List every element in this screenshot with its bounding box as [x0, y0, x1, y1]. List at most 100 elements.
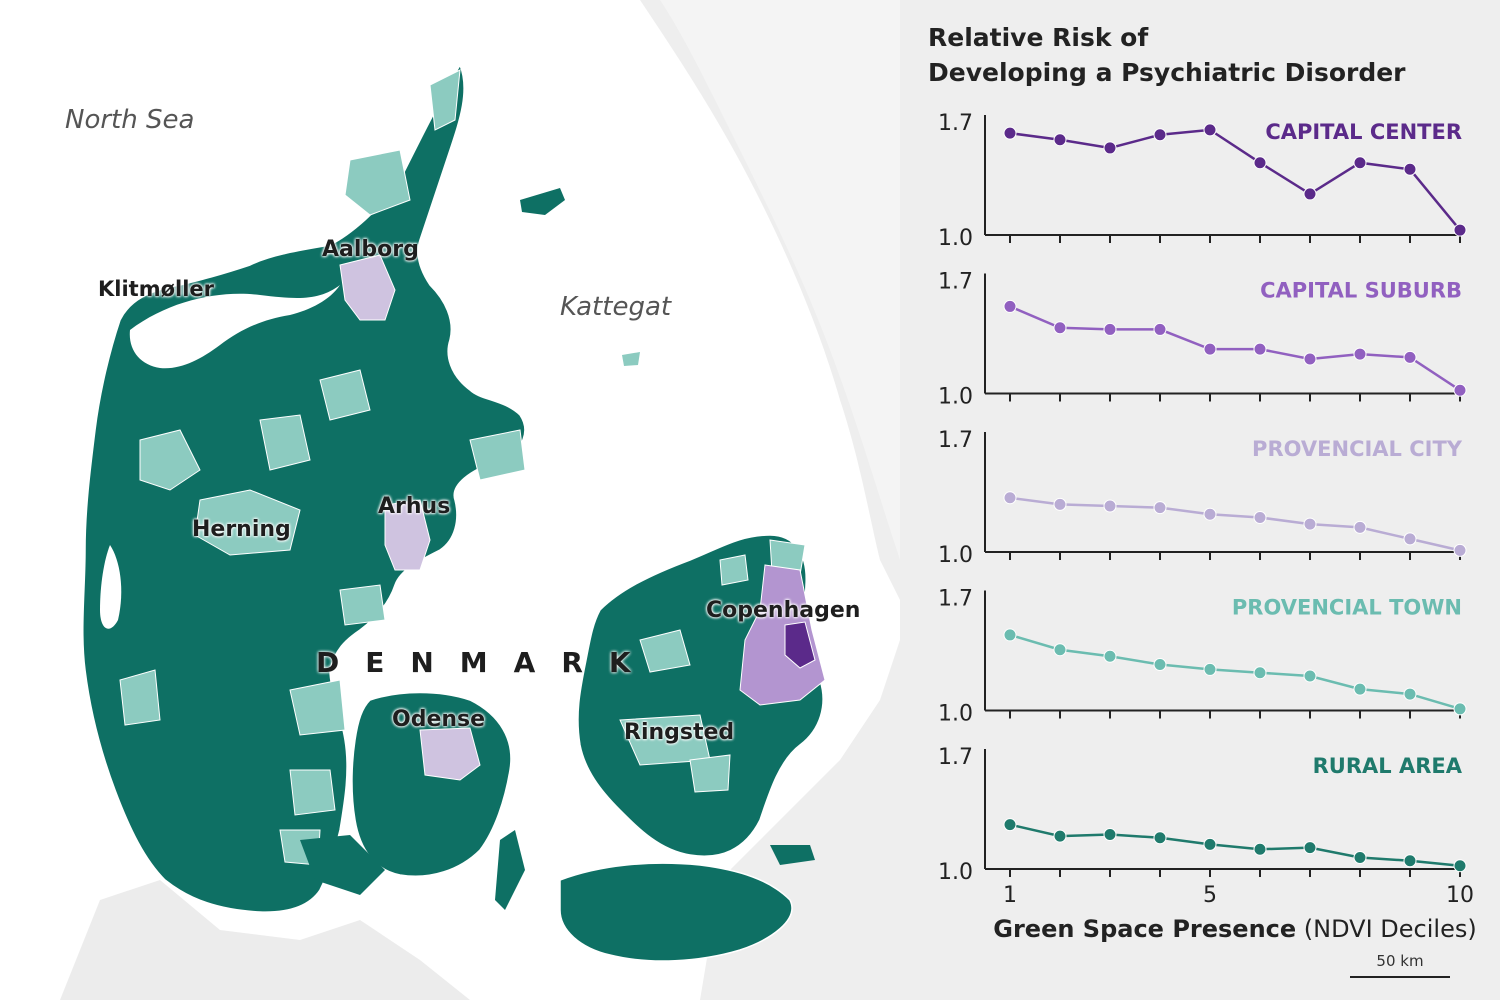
y-tick-label-bottom: 1.0 — [938, 226, 973, 251]
series-line — [1009, 128, 1461, 231]
data-point — [1203, 342, 1217, 356]
data-point — [1303, 517, 1317, 531]
odense-city — [419, 727, 481, 781]
data-point — [1203, 507, 1217, 521]
y-tick-label-top: 1.7 — [938, 587, 973, 612]
place-label-herning: Herning — [192, 517, 291, 542]
chart-title: Relative Risk of Developing a Psychiatri… — [928, 20, 1406, 90]
ringkobing-fjord — [100, 545, 122, 629]
capital-center-area — [784, 621, 816, 669]
data-point — [1003, 628, 1017, 642]
place-label-copenhagen: Copenhagen — [706, 598, 861, 623]
data-point — [1053, 643, 1067, 657]
data-point — [1303, 187, 1317, 201]
series-label: PROVENCIAL CITY — [1252, 437, 1463, 461]
data-point — [1303, 352, 1317, 366]
mon-island — [770, 845, 815, 865]
data-point — [1353, 851, 1367, 864]
x-axis-label-bold: Green Space Presence — [993, 915, 1296, 943]
data-point — [1153, 501, 1167, 515]
series-label: CAPITAL CENTER — [1265, 120, 1462, 144]
data-point — [1403, 350, 1417, 364]
data-point — [1103, 322, 1117, 336]
data-point — [1103, 499, 1117, 513]
data-point — [1153, 658, 1167, 671]
panel-2: 1.7 1.0 PROVENCIAL CITY — [938, 428, 1467, 568]
x-tick-label: 10 — [1446, 883, 1474, 908]
data-point — [1003, 299, 1017, 313]
data-point — [1353, 682, 1367, 696]
data-point — [1053, 829, 1067, 843]
data-point — [1103, 141, 1117, 155]
data-point — [1203, 662, 1217, 676]
y-tick-label-bottom: 1.0 — [938, 702, 973, 727]
data-point — [1453, 859, 1467, 873]
x-axis-label: Green Space Presence (NDVI Deciles) — [993, 915, 1476, 943]
scale-bar: 50 km — [1350, 952, 1450, 980]
data-point — [1403, 162, 1417, 176]
y-tick-label-bottom: 1.0 — [938, 860, 973, 885]
panel-3: 1.7 1.0 PROVENCIAL TOWN — [938, 587, 1467, 727]
series-line — [1009, 305, 1461, 392]
langeland — [495, 830, 525, 910]
germany-land — [60, 880, 470, 1000]
sea-label-north-sea: North Sea — [65, 105, 195, 135]
limfjord — [129, 285, 340, 369]
data-point — [1003, 818, 1017, 832]
data-point — [1103, 828, 1117, 841]
series-label: PROVENCIAL TOWN — [1232, 596, 1462, 620]
data-point — [1453, 223, 1467, 237]
sweden-relief — [660, 0, 900, 560]
aalborg-city — [339, 254, 396, 321]
capital-suburb-area — [739, 564, 826, 706]
y-tick-label-bottom: 1.0 — [938, 543, 973, 568]
data-point — [1053, 321, 1067, 335]
jutland-towns — [119, 69, 526, 866]
scale-bar-label: 50 km — [1376, 952, 1424, 970]
sea-label-kattegat: Kattegat — [560, 292, 672, 322]
data-point — [1353, 156, 1367, 170]
panel-1: 1.7 1.0 CAPITAL SUBURB — [938, 270, 1467, 410]
lolland-falster — [559, 862, 793, 962]
data-point — [1203, 837, 1217, 851]
series-label: CAPITAL SUBURB — [1260, 279, 1462, 303]
place-label-aalborg: Aalborg — [322, 237, 419, 262]
data-point — [1353, 520, 1367, 534]
y-tick-label-top: 1.7 — [938, 270, 973, 295]
data-point — [1003, 491, 1017, 505]
country-label: DENMARK — [316, 646, 657, 679]
data-point — [1453, 543, 1467, 557]
als-island — [300, 835, 385, 895]
data-point — [1303, 669, 1317, 683]
place-label-arhus: Arhus — [378, 494, 451, 519]
x-tick-label: 1 — [1003, 883, 1017, 908]
panel-0: 1.7 1.0 CAPITAL CENTER — [938, 111, 1467, 251]
series-line — [1009, 496, 1461, 552]
data-point — [1153, 831, 1167, 845]
data-point — [1253, 666, 1267, 680]
data-point — [1253, 842, 1267, 856]
place-label-ringsted: Ringsted — [624, 720, 735, 745]
data-point — [1403, 687, 1417, 701]
x-axis-label-rest: (NDVI Deciles) — [1296, 915, 1477, 943]
series-label: RURAL AREA — [1313, 754, 1463, 778]
data-point — [1153, 128, 1167, 142]
y-tick-label-top: 1.7 — [938, 745, 973, 770]
chart-title-line-1: Relative Risk of — [928, 23, 1149, 52]
data-point — [1153, 322, 1167, 336]
anholt-island — [622, 352, 640, 366]
data-point — [1253, 511, 1267, 524]
data-point — [1353, 347, 1367, 361]
small-multiples-chart: 1.7 1.0 CAPITAL CENTER 1.7 1.0 CAPITAL SUBURB… — [938, 111, 1477, 943]
y-tick-label-bottom: 1.0 — [938, 385, 973, 410]
chart-title-line-2: Developing a Psychiatric Disorder — [928, 58, 1406, 87]
data-point — [1053, 497, 1067, 511]
x-tick-label: 5 — [1203, 883, 1217, 908]
laeso-island — [520, 188, 565, 215]
y-tick-label-top: 1.7 — [938, 428, 973, 453]
data-point — [1303, 841, 1317, 855]
data-point — [1453, 383, 1467, 397]
arhus-city — [384, 499, 431, 571]
